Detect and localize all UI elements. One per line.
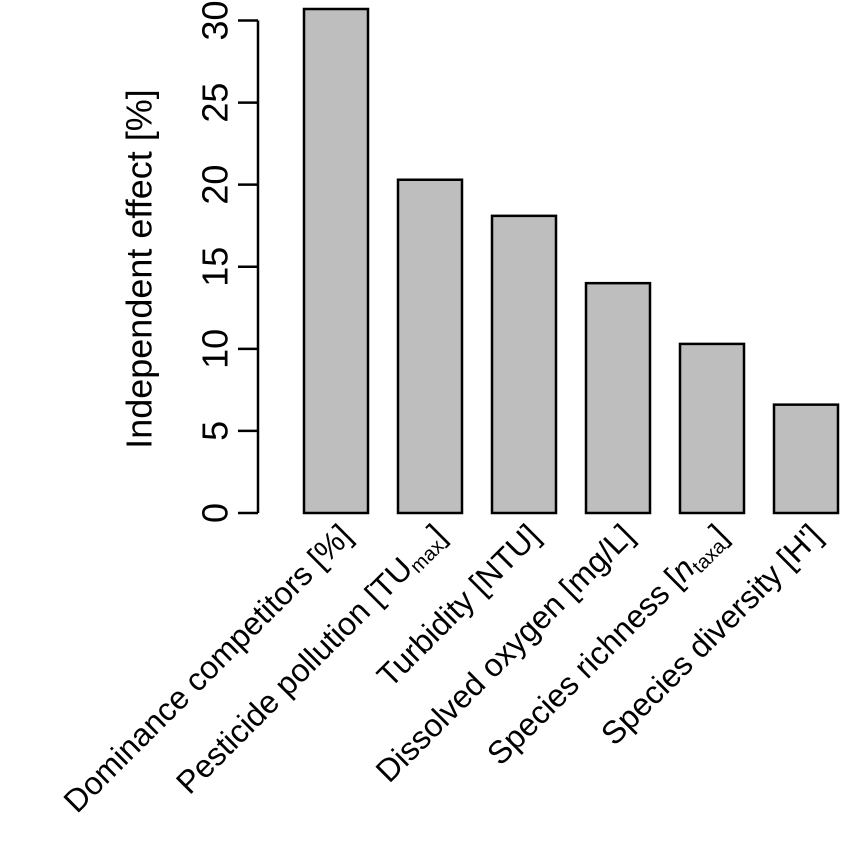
y-tick-label: 30 — [195, 0, 236, 40]
bar — [302, 7, 370, 515]
y-tick-label: 25 — [195, 83, 236, 123]
y-tick-label: 0 — [195, 503, 236, 523]
y-tick-label: 15 — [195, 247, 236, 287]
y-axis: 0 5 10 15 20 25 30 — [195, 0, 260, 523]
bar — [772, 403, 840, 515]
y-tick-label: 20 — [195, 165, 236, 205]
bar — [584, 281, 652, 515]
bar — [396, 178, 464, 515]
bars — [302, 7, 840, 515]
bar — [490, 214, 558, 515]
y-tick-label: 5 — [195, 421, 236, 441]
y-axis-title: Independent effect [%] — [119, 89, 160, 449]
x-category-label: Turbidity [NTU] — [370, 517, 547, 694]
x-axis-labels: Dominance competitors [%]Pesticide pollu… — [57, 517, 829, 819]
y-tick-label: 10 — [195, 329, 236, 369]
bar — [678, 342, 746, 515]
